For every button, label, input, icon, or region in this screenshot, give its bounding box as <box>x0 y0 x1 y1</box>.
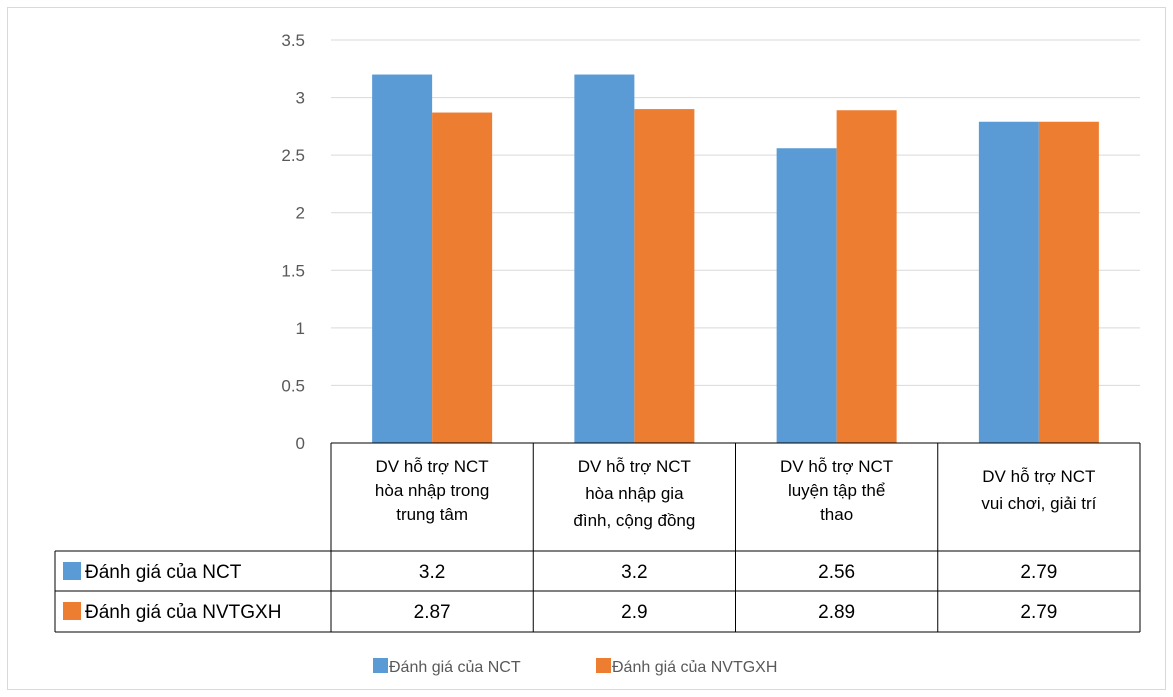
y-tick-label: 2 <box>296 204 305 223</box>
bar-nvtgxh-4 <box>1038 121 1099 443</box>
data-label: 2.89 <box>818 602 855 623</box>
y-tick-label: 1.5 <box>281 261 305 280</box>
legend-key-nvtgxh <box>596 658 611 673</box>
bar-nct-2 <box>574 74 635 444</box>
bar-nvtgxh-2 <box>634 109 695 443</box>
y-tick-label: 0 <box>296 434 305 453</box>
y-tick-label: 3.5 <box>281 31 305 50</box>
data-label: 2.87 <box>414 602 451 623</box>
category-label: DV hỗ trợ NCT luyện tập thể thao <box>780 457 893 524</box>
data-label: 2.9 <box>621 602 647 623</box>
data-label: 3.2 <box>419 562 445 583</box>
data-label: 2.56 <box>818 562 855 583</box>
category-label: DV hỗ trợ NCT hòa nhập trong trung tâm <box>375 457 489 524</box>
category-label: DV hỗ trợ NCT hòa nhập gia đình, cộng đồng <box>573 457 695 530</box>
data-label: 2.79 <box>1020 562 1057 583</box>
bar-nct-4 <box>978 121 1039 443</box>
legend-label: Đánh giá của NCT <box>389 659 521 676</box>
bar-nvtgxh-1 <box>432 112 493 443</box>
table-legend-key-nct <box>63 562 81 580</box>
bar-nct-1 <box>372 74 433 444</box>
y-tick-label: 1 <box>296 319 305 338</box>
data-label: 2.79 <box>1020 602 1057 623</box>
legend-label: Đánh giá của NVTGXH <box>612 659 777 676</box>
table-row-label: Đánh giá của NCT <box>85 562 242 583</box>
category-label: DV hỗ trợ NCT vui chơi, giải trí <box>981 467 1096 513</box>
legend-key-nct <box>373 658 388 673</box>
data-label: 3.2 <box>621 562 647 583</box>
table-row-label: Đánh giá của NVTGXH <box>85 602 281 623</box>
y-tick-label: 0.5 <box>281 376 305 395</box>
bar-nct-3 <box>776 148 837 443</box>
bar-nvtgxh-3 <box>836 110 897 443</box>
y-tick-label: 2.5 <box>281 146 305 165</box>
table-legend-key-nvtgxh <box>63 602 81 620</box>
y-tick-label: 3 <box>296 89 305 108</box>
